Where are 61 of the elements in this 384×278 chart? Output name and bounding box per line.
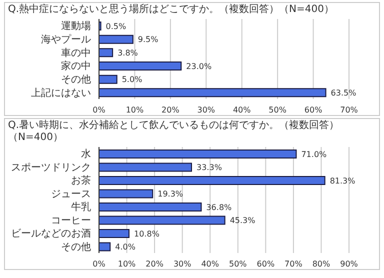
bar (99, 229, 130, 238)
chart-title: Q.熱中症にならないと思う場所はどこですか。（複数回答）（N=400） (7, 3, 335, 17)
bar (99, 150, 297, 158)
y-tick-label: 牛乳 (71, 201, 91, 214)
bar (99, 242, 111, 252)
y-tick-label: その他 (61, 240, 91, 253)
y-tick-label: 水 (81, 148, 91, 160)
bar (99, 216, 226, 225)
data-label: 81.3% (330, 176, 356, 186)
chart-title: Q.暑い時期に、水分補給として飲んでいるものは何ですか。（複数回答）（N=400） (7, 119, 340, 145)
x-tick-label: 50% (268, 106, 287, 115)
data-label: 36.8% (206, 202, 232, 212)
x-tick-label: 20% (162, 106, 180, 115)
y-tick-label: スポーツドリンク (11, 162, 91, 174)
data-label: 45.3% (230, 216, 256, 226)
x-tick-label: 90% (340, 260, 358, 269)
data-label: 5.0% (122, 75, 143, 84)
x-tick-label: 40% (232, 106, 252, 115)
x-tick-label: 30% (197, 106, 216, 115)
x-tick-label: 80% (312, 260, 331, 269)
y-tick-label: 海やプール (41, 34, 91, 46)
data-label: 63.5% (330, 88, 357, 98)
y-tick-label: ジュース (51, 188, 91, 200)
bar (99, 176, 326, 185)
y-tick-label: コーヒー (51, 215, 91, 226)
bar (99, 88, 326, 98)
y-tick-label: 家の中 (61, 60, 91, 72)
y-tick-label: 上記にはない (31, 86, 91, 99)
x-tick-label: 0% (92, 106, 106, 115)
y-tick-label: 車の中 (61, 46, 91, 59)
x-tick-label: 20% (146, 260, 164, 269)
data-label: 19.3% (158, 190, 184, 199)
data-label: 4.0% (115, 242, 136, 252)
y-tick-label: お茶 (71, 174, 91, 187)
x-tick-label: 60% (304, 106, 323, 115)
data-label: 71.0% (301, 150, 328, 159)
y-tick-label: 運動場 (61, 20, 91, 32)
data-label: 23.0% (186, 62, 212, 71)
bar (99, 34, 134, 44)
x-tick-label: 60% (256, 260, 275, 269)
bar (99, 62, 182, 70)
data-label: 0.5% (106, 22, 127, 31)
bar (99, 74, 118, 84)
x-tick-label: 70% (284, 260, 303, 269)
y-tick-label: ビールなどのお酒 (11, 228, 91, 240)
x-tick-label: 10% (118, 260, 136, 269)
x-tick-label: 30% (173, 260, 192, 269)
y-tick-label: その他 (61, 74, 91, 86)
x-tick-label: 70% (340, 106, 358, 115)
x-tick-label: 50% (229, 260, 248, 269)
data-label: 3.8% (118, 48, 138, 58)
x-tick-label: 0% (92, 260, 106, 269)
bar (99, 48, 114, 58)
bar (99, 202, 202, 212)
x-tick-label: 40% (201, 260, 220, 269)
data-label: 33.3% (196, 163, 222, 172)
x-tick-label: 10% (126, 106, 144, 115)
bar (99, 189, 154, 198)
data-label: 9.5% (138, 35, 159, 44)
data-label: 10.8% (134, 229, 160, 238)
bar (99, 162, 192, 172)
